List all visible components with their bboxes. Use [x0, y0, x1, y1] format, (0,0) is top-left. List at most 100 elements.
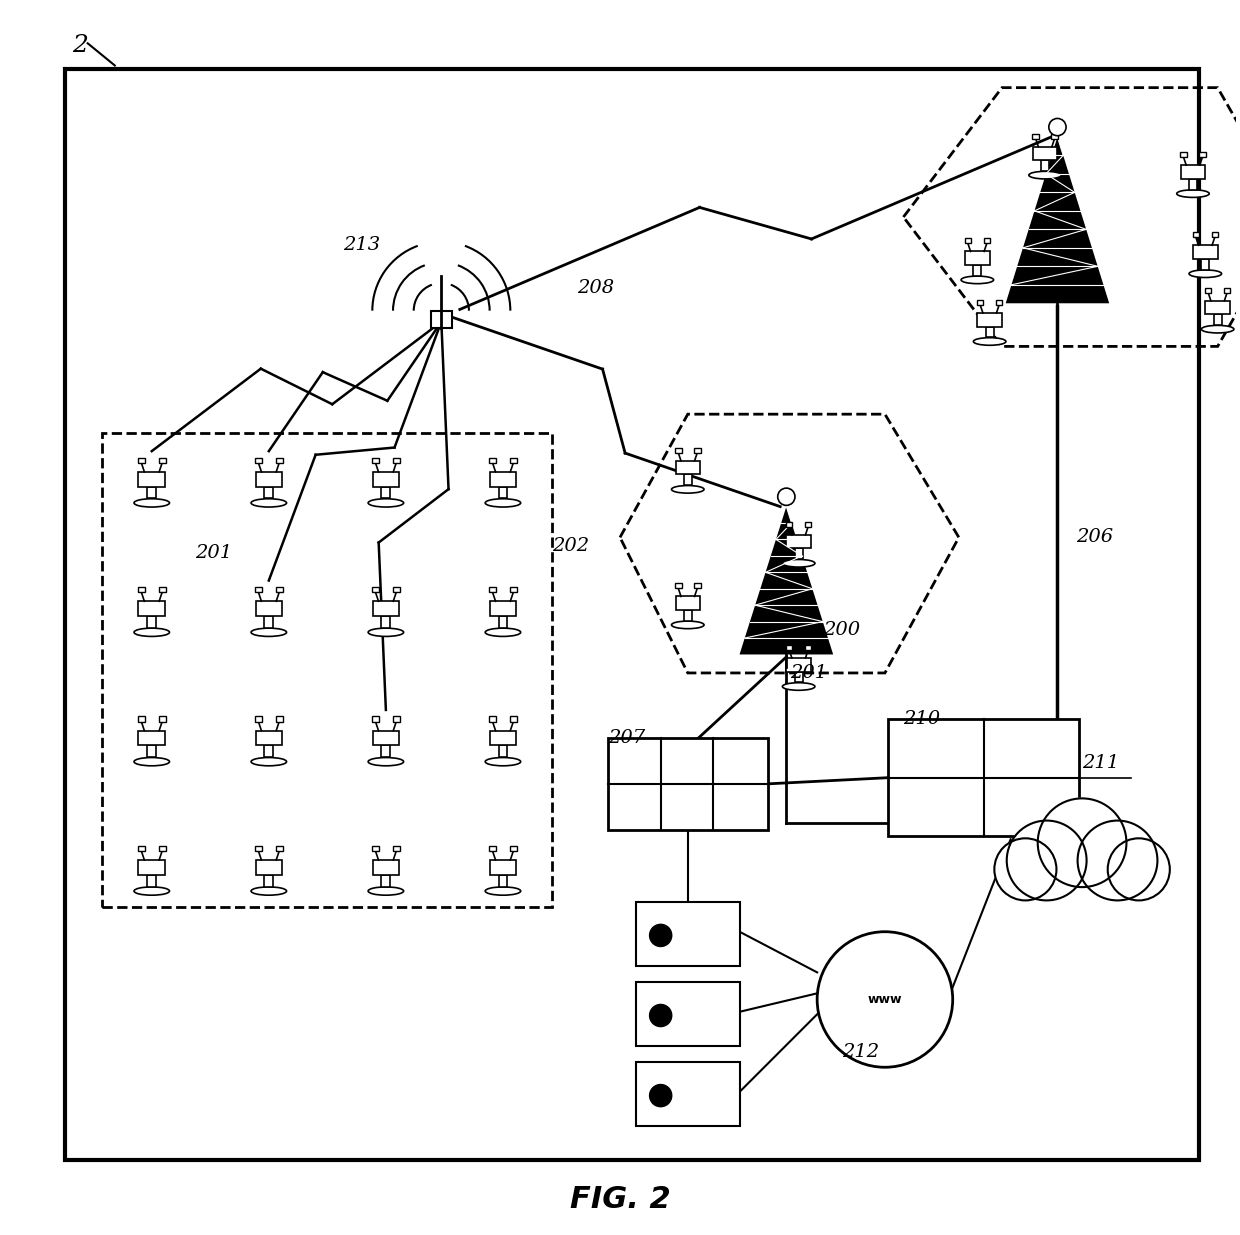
Polygon shape: [138, 458, 145, 463]
Text: www: www: [868, 993, 903, 1007]
Polygon shape: [510, 458, 517, 463]
Polygon shape: [1042, 161, 1049, 172]
Ellipse shape: [250, 757, 286, 766]
Polygon shape: [382, 874, 391, 887]
Polygon shape: [1180, 152, 1187, 157]
Polygon shape: [1211, 232, 1218, 237]
Polygon shape: [498, 746, 507, 757]
Ellipse shape: [485, 629, 521, 636]
Polygon shape: [977, 312, 1002, 326]
Ellipse shape: [782, 683, 815, 690]
Polygon shape: [1189, 179, 1197, 189]
Polygon shape: [1205, 300, 1230, 314]
Polygon shape: [1214, 314, 1221, 325]
Polygon shape: [510, 846, 517, 851]
Polygon shape: [372, 458, 379, 463]
Polygon shape: [372, 716, 379, 721]
Ellipse shape: [134, 757, 170, 766]
Polygon shape: [138, 587, 145, 593]
Polygon shape: [786, 535, 811, 548]
Polygon shape: [372, 860, 399, 874]
Polygon shape: [1193, 246, 1218, 259]
Polygon shape: [888, 719, 1079, 836]
Text: 211: 211: [1083, 753, 1120, 772]
Polygon shape: [965, 252, 990, 266]
Circle shape: [1007, 820, 1086, 900]
Text: 202: 202: [552, 537, 589, 556]
Polygon shape: [393, 846, 399, 851]
Text: 210: 210: [904, 710, 940, 729]
Ellipse shape: [368, 887, 404, 895]
Polygon shape: [795, 672, 802, 683]
Circle shape: [650, 1084, 672, 1107]
Ellipse shape: [134, 629, 170, 636]
Polygon shape: [264, 616, 273, 627]
Polygon shape: [490, 731, 516, 746]
Ellipse shape: [250, 629, 286, 636]
Polygon shape: [510, 716, 517, 721]
Ellipse shape: [782, 559, 815, 567]
Polygon shape: [490, 472, 516, 487]
Polygon shape: [694, 583, 701, 588]
Polygon shape: [372, 587, 379, 593]
Polygon shape: [139, 731, 165, 746]
Polygon shape: [676, 461, 699, 474]
Text: 213: 213: [342, 236, 379, 254]
FancyBboxPatch shape: [636, 982, 739, 1046]
Ellipse shape: [134, 499, 170, 508]
Polygon shape: [683, 610, 692, 621]
Circle shape: [777, 488, 795, 505]
Polygon shape: [489, 458, 496, 463]
Polygon shape: [498, 487, 507, 499]
Circle shape: [650, 1004, 672, 1026]
Polygon shape: [1033, 133, 1039, 138]
Polygon shape: [490, 601, 516, 616]
Polygon shape: [739, 506, 833, 655]
Circle shape: [1078, 820, 1157, 900]
Polygon shape: [510, 587, 517, 593]
Polygon shape: [138, 716, 145, 721]
Ellipse shape: [368, 757, 404, 766]
Polygon shape: [1006, 137, 1110, 304]
Polygon shape: [264, 874, 273, 887]
Circle shape: [817, 931, 952, 1067]
Polygon shape: [676, 597, 699, 610]
Polygon shape: [965, 238, 971, 243]
Polygon shape: [148, 746, 156, 757]
Text: 201: 201: [195, 545, 232, 562]
Polygon shape: [148, 616, 156, 627]
Polygon shape: [393, 716, 399, 721]
Polygon shape: [139, 601, 165, 616]
Text: 207: 207: [608, 729, 645, 747]
Polygon shape: [675, 583, 682, 588]
Polygon shape: [139, 472, 165, 487]
Ellipse shape: [973, 337, 1006, 346]
Polygon shape: [255, 601, 283, 616]
Circle shape: [1049, 119, 1066, 136]
Polygon shape: [973, 266, 981, 275]
Polygon shape: [255, 716, 262, 721]
Ellipse shape: [485, 499, 521, 508]
Polygon shape: [159, 587, 166, 593]
Polygon shape: [148, 487, 156, 499]
Polygon shape: [148, 874, 156, 887]
Polygon shape: [372, 731, 399, 746]
Polygon shape: [159, 846, 166, 851]
Polygon shape: [786, 658, 811, 672]
Text: FIG. 2: FIG. 2: [569, 1184, 671, 1214]
Polygon shape: [1224, 288, 1230, 293]
Ellipse shape: [250, 887, 286, 895]
Polygon shape: [786, 522, 792, 526]
Polygon shape: [372, 601, 399, 616]
Ellipse shape: [485, 887, 521, 895]
Polygon shape: [795, 548, 802, 559]
Text: 212: 212: [842, 1042, 879, 1061]
Polygon shape: [275, 587, 283, 593]
Polygon shape: [489, 846, 496, 851]
Polygon shape: [264, 746, 273, 757]
Circle shape: [1107, 839, 1169, 900]
Polygon shape: [805, 645, 811, 650]
Ellipse shape: [1029, 172, 1061, 179]
Polygon shape: [382, 487, 391, 499]
Text: 206: 206: [1076, 529, 1114, 546]
